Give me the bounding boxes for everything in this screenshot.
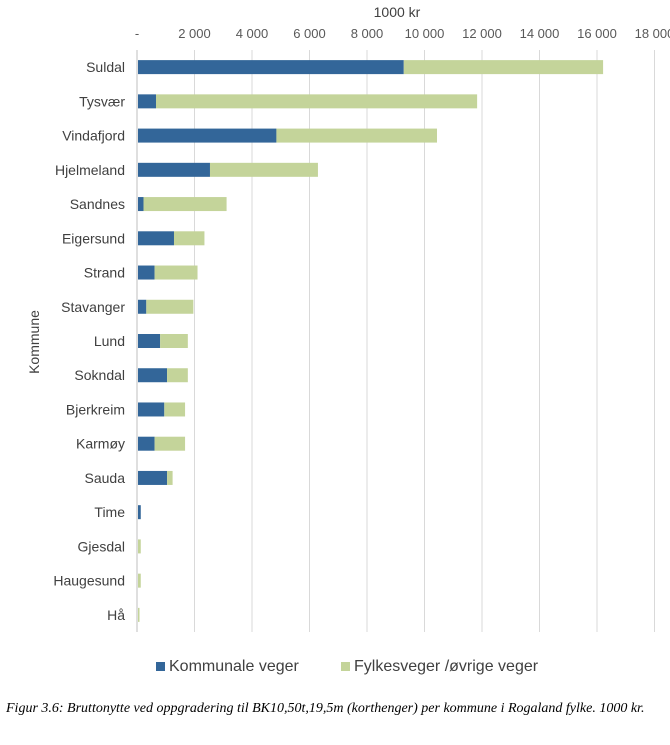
- bar-fylkesveger: [164, 402, 186, 417]
- bar-fylkesveger: [160, 334, 188, 348]
- bar-fylkesveger: [154, 436, 186, 451]
- bar-kommunale: [138, 436, 155, 451]
- category-label: Hjelmeland: [55, 162, 125, 178]
- category-label: Tysvær: [79, 93, 125, 109]
- bar-fylkesveger: [173, 231, 205, 246]
- x-tick-label: 10 000: [405, 26, 445, 41]
- bar-kommunale: [138, 197, 144, 212]
- chart-title: 1000 kr: [374, 4, 421, 20]
- legend-swatch-kommunale: [156, 662, 165, 671]
- bar-kommunale: [138, 231, 174, 246]
- category-label: Hå: [107, 607, 125, 623]
- bar-fylkesveger: [138, 607, 140, 622]
- category-label: Sauda: [85, 470, 126, 486]
- bar-fylkesveger: [155, 94, 478, 109]
- bar-fylkesveger: [146, 299, 194, 314]
- x-tick-label: 16 000: [577, 26, 617, 41]
- bar-fylkesveger: [167, 470, 173, 485]
- chart: - 2 000 4 000 6 000 8 000 10 000 12 000 14 000 1…: [26, 4, 670, 675]
- category-label: Suldal: [86, 59, 125, 75]
- chart-svg: - 2 000 4 000 6 000 8 000 10 000 12 000 14 000 1…: [26, 4, 670, 675]
- bar-kommunale: [138, 60, 404, 75]
- legend-label-fylkesveger: Fylkesveger /øvrige veger: [354, 658, 539, 675]
- category-label: Stavanger: [61, 299, 125, 315]
- x-tick-label: 8 000: [351, 26, 384, 41]
- bar-kommunale: [138, 470, 168, 485]
- bar-kommunale: [138, 334, 161, 348]
- x-tick-label: 4 000: [236, 26, 269, 41]
- category-label: Sandnes: [70, 196, 125, 212]
- category-label: Eigersund: [62, 230, 125, 246]
- bar-fylkesveger: [276, 128, 437, 143]
- x-tick-label: 14 000: [520, 26, 560, 41]
- bar-fylkesveger: [143, 197, 227, 212]
- bar-fylkesveger: [154, 265, 198, 280]
- category-label: Haugesund: [53, 573, 125, 589]
- figure-caption: Figur 3.6: Bruttonytte ved oppgradering …: [6, 701, 645, 716]
- category-label: Vindafjord: [62, 128, 125, 144]
- category-label: Strand: [84, 265, 125, 281]
- x-tick-label: 2 000: [178, 26, 211, 41]
- x-tick-label: 12 000: [462, 26, 502, 41]
- category-label: Karmøy: [76, 436, 125, 452]
- x-tick-label: 18 000: [635, 26, 670, 41]
- bar-kommunale: [138, 265, 155, 280]
- x-tick-label: -: [135, 26, 139, 41]
- y-axis-label: Kommune: [26, 310, 42, 374]
- category-label: Bjerkreim: [66, 401, 125, 417]
- x-tick-label: 6 000: [293, 26, 326, 41]
- bar-fylkesveger: [209, 162, 318, 177]
- bar-kommunale: [138, 128, 277, 143]
- bar-kommunale: [138, 162, 210, 177]
- bar-kommunale: [138, 368, 168, 383]
- legend-swatch-fylkesveger: [341, 662, 350, 671]
- category-label: Lund: [94, 333, 125, 349]
- bar-fylkesveger: [138, 573, 141, 588]
- category-label: Time: [94, 504, 125, 520]
- bar-kommunale: [138, 505, 141, 520]
- bar-fylkesveger: [403, 60, 604, 75]
- bar-kommunale: [138, 402, 165, 417]
- legend-label-kommunale: Kommunale veger: [169, 658, 300, 675]
- bar-kommunale: [138, 94, 156, 109]
- bar-fylkesveger: [167, 368, 188, 383]
- bar-fylkesveger: [138, 539, 141, 554]
- category-label: Sokndal: [74, 367, 125, 383]
- bar-kommunale: [138, 299, 147, 314]
- category-label: Gjesdal: [78, 538, 125, 554]
